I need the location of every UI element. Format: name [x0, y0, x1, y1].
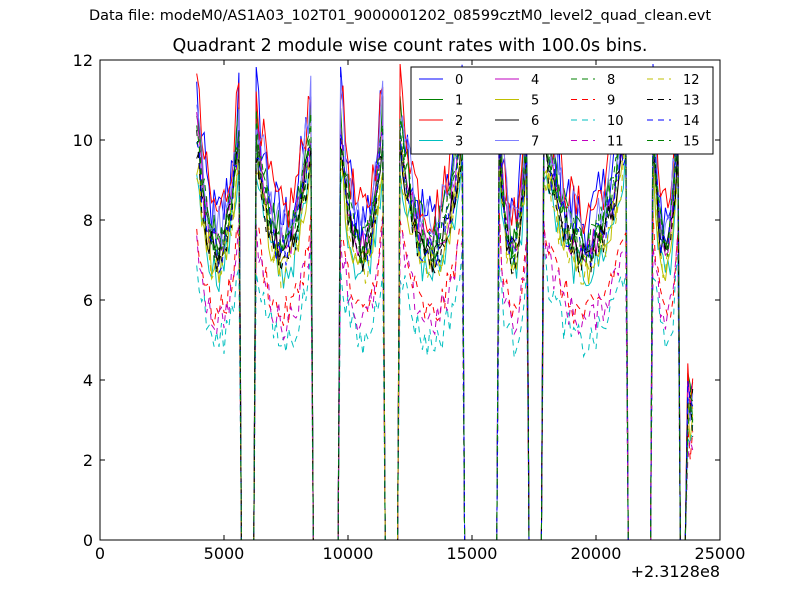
- series-line-11: [196, 218, 694, 541]
- series-line-14: [196, 126, 694, 541]
- legend-label-13: 13: [683, 94, 700, 109]
- x-tick-label: 15000: [447, 544, 498, 563]
- legend-label-0: 0: [455, 73, 463, 88]
- legend-label-11: 11: [607, 135, 624, 150]
- x-tick-label: 10000: [323, 544, 374, 563]
- series-line-8: [196, 108, 694, 541]
- x-axis: 0 5000 10000 15000 20000 25000: [95, 60, 746, 563]
- series-line-13: [196, 130, 694, 541]
- x-tick-label: 0: [95, 544, 105, 563]
- legend-box: [410, 66, 714, 155]
- legend-label-9: 9: [607, 94, 615, 109]
- series-line-9: [196, 212, 694, 541]
- legend-label-8: 8: [607, 73, 615, 88]
- y-tick-label: 2: [83, 451, 93, 470]
- series-line-1: [196, 96, 694, 541]
- legend-label-15: 15: [683, 135, 700, 150]
- x-tick-label: 5000: [204, 544, 245, 563]
- y-tick-label: 8: [83, 211, 93, 230]
- legend-label-12: 12: [683, 73, 700, 88]
- x-tick-label: 20000: [571, 544, 622, 563]
- legend-label-14: 14: [683, 114, 700, 129]
- series-line-10: [196, 247, 694, 541]
- series-line-15: [196, 117, 694, 541]
- legend-label-1: 1: [455, 94, 463, 109]
- y-tick-label: 10: [73, 131, 93, 150]
- legend-label-4: 4: [531, 73, 539, 88]
- series-lines: [196, 63, 694, 541]
- legend-label-5: 5: [531, 94, 539, 109]
- y-tick-label: 12: [73, 51, 93, 70]
- y-tick-label: 4: [83, 371, 93, 390]
- y-tick-label: 6: [83, 291, 93, 310]
- legend-label-3: 3: [455, 135, 463, 150]
- series-line-12: [196, 141, 694, 541]
- legend-label-6: 6: [531, 114, 539, 129]
- legend-label-7: 7: [531, 135, 539, 150]
- chart-title: Quadrant 2 module wise count rates with …: [172, 36, 648, 56]
- legend-label-10: 10: [607, 114, 624, 129]
- figure-suptitle: Data file: modeM0/AS1A03_102T01_90000012…: [88, 8, 712, 24]
- legend-label-2: 2: [455, 114, 463, 129]
- series-line-7: [196, 75, 694, 541]
- x-offset-label: +2.3128e8: [631, 562, 720, 581]
- x-tick-label: 25000: [695, 544, 746, 563]
- y-tick-label: 0: [83, 531, 93, 550]
